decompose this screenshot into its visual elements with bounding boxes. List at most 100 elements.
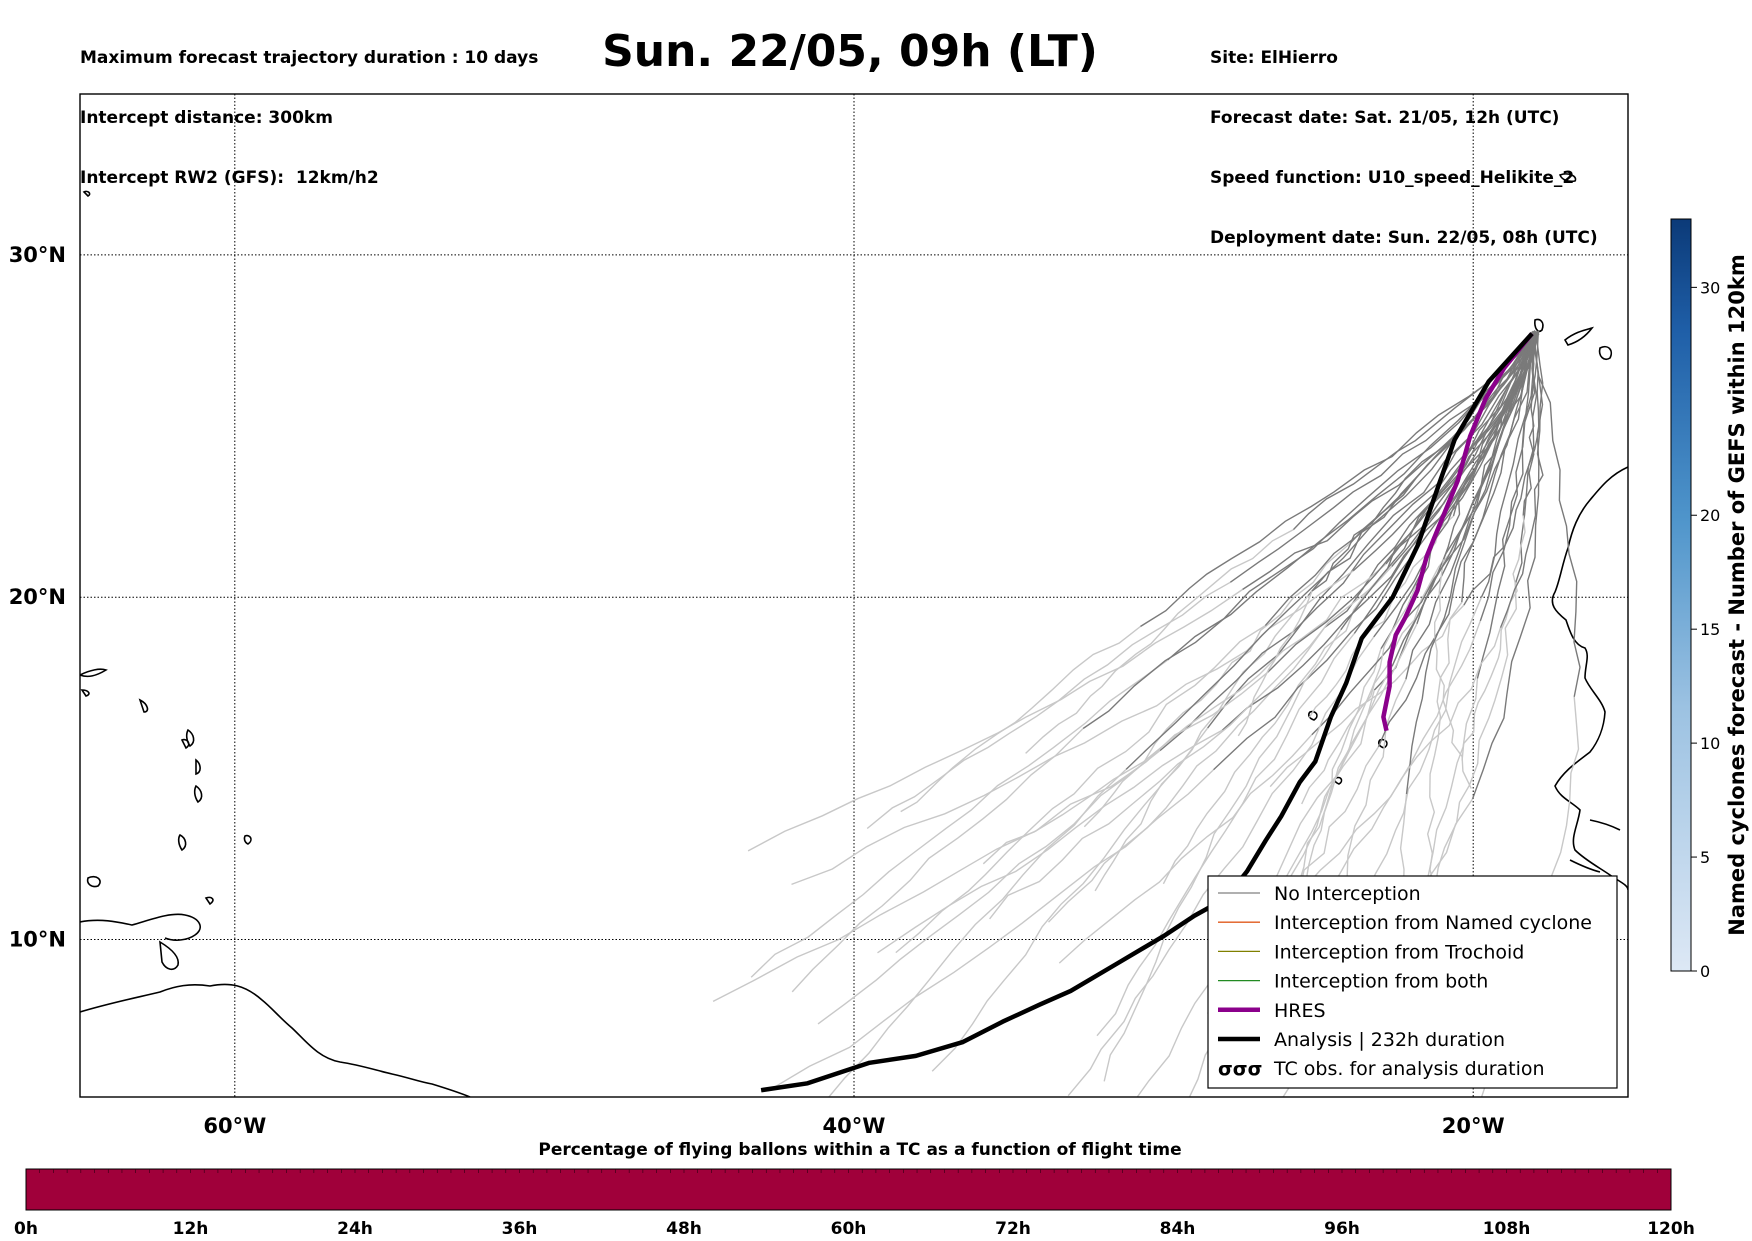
ensemble-track-late (900, 625, 1141, 813)
legend-item: No Interception (1218, 883, 1421, 905)
percentage-bar: 0h 12h 24h 36h 48h 60h 72h 84h 96h 108h 120h (14, 1168, 1695, 1239)
ensemble-track (1471, 333, 1544, 800)
island-cape-verde-1 (1308, 710, 1318, 721)
hres-track (1381, 332, 1534, 732)
ensemble-track-late (1293, 585, 1417, 926)
ensemble-track (1405, 336, 1537, 680)
ensemble-track-late (747, 588, 1243, 852)
percentage-bar-tick-label: 108h (1483, 1219, 1531, 1239)
legend-label: HRES (1274, 1000, 1326, 1022)
lon-tick-label: 60°W (203, 1114, 266, 1138)
ensemble-track (1463, 332, 1540, 606)
lon-tick-label: 20°W (1442, 1114, 1505, 1138)
percentage-bar-title: Percentage of flying ballons within a TC… (538, 1140, 1182, 1160)
ensemble-track (1442, 331, 1538, 560)
island-antilles-2 (193, 784, 203, 804)
legend-item: σσσ TC obs. for analysis duration (1218, 1058, 1545, 1080)
percentage-bar-tick-label: 0h (14, 1219, 38, 1239)
coastline-guinea (1569, 819, 1621, 873)
colorbar-gradient (1670, 218, 1692, 972)
header-line-forecast-date: Forecast date: Sat. 21/05, 12h (UTC) (1210, 108, 1560, 128)
ensemble-track-late (750, 659, 1169, 978)
island-canary-3 (1598, 345, 1613, 361)
legend-label: Interception from both (1274, 971, 1488, 993)
cyclone-colorbar: 0 5 10 15 20 30 Named cyclones forecast - Num… (1670, 218, 1749, 981)
island-antilles-5 (243, 834, 252, 845)
percentage-bar-tick-label: 120h (1647, 1219, 1695, 1239)
island-antilles-6 (80, 668, 108, 678)
ensemble-track-late (1083, 542, 1351, 828)
ensemble-track (1405, 335, 1534, 795)
legend-label: Interception from Named cyclone (1274, 912, 1592, 934)
percentage-bar-tick-label: 72h (995, 1219, 1031, 1239)
percentage-bar-tick-label: 24h (337, 1219, 373, 1239)
ensemble-track (1377, 333, 1539, 748)
header-line-site: Site: ElHierro (1210, 48, 1338, 68)
island-madeira (1558, 173, 1577, 183)
legend-label: Interception from Trochoid (1274, 941, 1524, 963)
coastline-trinidad (159, 940, 180, 971)
coastline-south-america (80, 983, 471, 1097)
ensemble-track (1373, 335, 1537, 638)
ensemble-track-late (712, 671, 1269, 1003)
ensemble-track-late (1301, 537, 1459, 805)
map-grid (80, 94, 1628, 1097)
colorbar-tick-label: 10 (1700, 734, 1720, 753)
ensemble-track-late (989, 566, 1393, 920)
percentage-bar-tick-label: 60h (831, 1219, 867, 1239)
ensemble-track (1340, 333, 1535, 631)
ensemble-track (1207, 333, 1534, 729)
ensemble-track (1514, 331, 1539, 585)
ensemble-track (1499, 332, 1544, 628)
tc-obs-symbol-icon: σσσ (1218, 1058, 1262, 1080)
ensemble-track-late (1162, 568, 1388, 885)
island-canary-1 (1534, 318, 1544, 333)
ensemble-track-late (1047, 626, 1326, 923)
ensemble-track-late (895, 625, 1266, 954)
colorbar-tick-label: 0 (1700, 962, 1710, 981)
ensemble-track-late (1096, 633, 1355, 1037)
ensemble-track (1082, 334, 1535, 730)
legend-label: Analysis | 232h duration (1274, 1029, 1505, 1051)
percentage-bar-fill (25, 1168, 1672, 1211)
ensemble-track-late (1269, 604, 1465, 788)
ensemble-track-late (767, 769, 1214, 1092)
ensemble-track-late (1025, 528, 1294, 754)
coastlines (80, 173, 1628, 1097)
ensemble-track (1391, 331, 1537, 667)
header-line-rw2: Intercept RW2 (GFS): 12km/h2 (80, 168, 379, 188)
ensemble-track-late (1303, 627, 1502, 890)
ensemble-track (1522, 330, 1540, 516)
legend-label: TC obs. for analysis duration (1273, 1058, 1545, 1080)
ensemble-track-late (866, 581, 1231, 830)
ensemble-track-late (1067, 636, 1375, 1097)
ensemble-track-late (791, 728, 1084, 993)
island-antilles-1 (185, 728, 195, 748)
header-line-deployment-date: Deployment date: Sun. 22/05, 08h (UTC) (1210, 228, 1598, 248)
ensemble-track (1476, 331, 1535, 679)
percentage-bar-tick-label: 36h (502, 1219, 538, 1239)
percentage-bar-tick-label: 84h (1160, 1219, 1196, 1239)
legend: No Interception Interception from Named c… (1207, 875, 1618, 1089)
island-bermuda (82, 190, 91, 197)
ensemble-track-late (827, 768, 1127, 1097)
lat-tick-label: 20°N (9, 585, 66, 609)
island-antilles-3 (180, 738, 190, 750)
legend-box (1207, 875, 1618, 1089)
ensemble-track-late (877, 729, 1223, 954)
legend-item: Interception from Trochoid (1218, 941, 1524, 963)
island-antilles-7 (80, 689, 90, 697)
colorbar-label: Named cyclones forecast - Number of GEFS… (1725, 254, 1749, 935)
legend-label: No Interception (1274, 883, 1421, 905)
ensemble-track-late (1058, 734, 1313, 964)
legend-item: Interception from Named cyclone (1218, 912, 1592, 934)
legend-item: Analysis | 232h duration (1218, 1029, 1505, 1051)
legend-item: HRES (1218, 1000, 1326, 1022)
ensemble-track (1264, 332, 1537, 627)
colorbar-tick-label: 20 (1700, 506, 1720, 525)
legend-item: Interception from both (1218, 971, 1488, 993)
percentage-bar-tick-label: 12h (173, 1219, 209, 1239)
header-line-duration: Maximum forecast trajectory duration : 1… (80, 48, 539, 68)
map-axis-labels: 30°N 20°N 10°N 60°W 40°W 20°W (9, 243, 1505, 1138)
